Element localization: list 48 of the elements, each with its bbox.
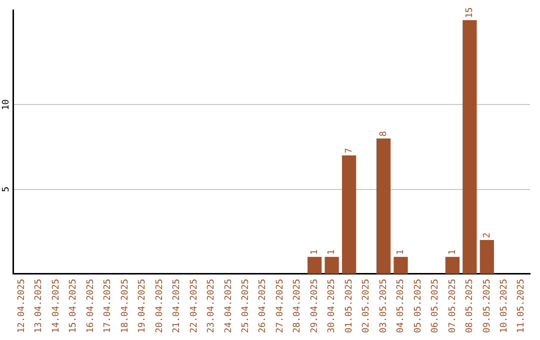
bar xyxy=(480,240,494,274)
data-label: 7 xyxy=(344,148,354,154)
data-label: 1 xyxy=(310,249,320,255)
x-tick-label: 02.05.2025 xyxy=(362,278,372,334)
x-tick-label: 25.04.2025 xyxy=(240,278,251,334)
bar xyxy=(445,256,460,274)
x-tick-label: 21.04.2025 xyxy=(172,278,182,334)
y-tick-label: 10 xyxy=(1,99,12,110)
data-label: 1 xyxy=(396,249,406,255)
bar xyxy=(376,138,391,274)
bar xyxy=(462,20,477,274)
x-tick-label: 30.04.2025 xyxy=(327,278,338,334)
data-label: 2 xyxy=(482,232,492,238)
x-tick-label: 20.04.2025 xyxy=(154,278,165,334)
data-label: 1 xyxy=(327,249,338,255)
x-tick-label: 22.04.2025 xyxy=(189,278,200,334)
x-tick-label: 12.04.2025 xyxy=(16,278,27,334)
x-tick-label: 19.04.2025 xyxy=(138,278,148,334)
bar xyxy=(308,256,322,274)
x-tick-label: 08.05.2025 xyxy=(465,278,476,334)
x-tick-label: 27.04.2025 xyxy=(275,278,286,334)
data-label: 1 xyxy=(448,249,458,255)
x-tick-label: 10.05.2025 xyxy=(499,278,510,334)
x-tick-label: 11.05.2025 xyxy=(516,278,527,334)
x-tick-label: 13.04.2025 xyxy=(34,278,44,334)
x-tick-label: 18.04.2025 xyxy=(120,278,130,334)
data-label: 15 xyxy=(465,7,476,18)
x-tick-label: 16.04.2025 xyxy=(86,278,96,334)
x-tick-label: 03.05.2025 xyxy=(378,278,389,334)
x-tick-label: 09.05.2025 xyxy=(482,278,492,334)
data-label: 8 xyxy=(378,131,389,137)
x-tick-label: 17.04.2025 xyxy=(103,278,114,334)
x-tick-label: 26.04.2025 xyxy=(258,278,268,334)
x-tick-label: 04.05.2025 xyxy=(396,278,406,334)
bar xyxy=(394,256,408,274)
x-tick-label: 29.04.2025 xyxy=(310,278,320,334)
x-tick-label: 07.05.2025 xyxy=(448,278,458,334)
x-tick-label: 28.04.2025 xyxy=(292,278,303,334)
bar xyxy=(324,256,339,274)
x-tick-label: 14.04.2025 xyxy=(51,278,62,334)
x-tick-label: 24.04.2025 xyxy=(224,278,234,334)
x-tick-label: 05.05.2025 xyxy=(413,278,424,334)
x-tick-label: 23.04.2025 xyxy=(206,278,217,334)
x-tick-label: 06.05.2025 xyxy=(430,278,441,334)
y-tick-label: 5 xyxy=(1,186,12,192)
x-tick-label: 15.04.2025 xyxy=(68,278,79,334)
bar xyxy=(342,155,356,274)
x-tick-label: 01.05.2025 xyxy=(344,278,354,334)
